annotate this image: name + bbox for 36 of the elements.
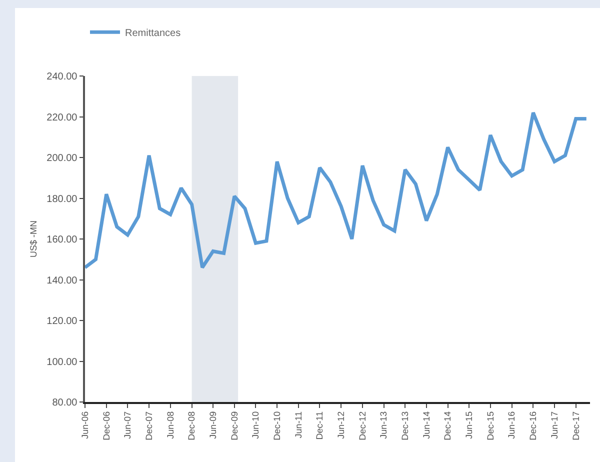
x-tick-label: Dec-17 bbox=[570, 411, 581, 440]
x-tick-label: Jun-10 bbox=[250, 411, 261, 439]
x-tick-label: Jun-16 bbox=[506, 411, 517, 439]
x-tick-label: Jun-09 bbox=[208, 411, 218, 439]
x-tick-label: Dec-08 bbox=[186, 411, 197, 440]
x-tick-label: Jun-13 bbox=[378, 411, 389, 439]
y-tick-label: 200.00 bbox=[46, 153, 78, 164]
x-tick-label: Dec-09 bbox=[229, 411, 240, 440]
x-tick-label: Dec-10 bbox=[272, 411, 282, 440]
y-tick-label: 140.00 bbox=[46, 275, 78, 286]
x-tick-label: Jun-11 bbox=[293, 411, 304, 438]
x-tick-label: Dec-15 bbox=[485, 411, 496, 440]
x-tick-label: Dec-13 bbox=[400, 411, 410, 440]
y-tick-label: 240.00 bbox=[46, 72, 78, 82]
legend-label: Remittances bbox=[125, 28, 181, 40]
x-tick-label: Jun-17 bbox=[549, 411, 560, 439]
y-tick-label: 220.00 bbox=[46, 112, 78, 124]
x-tick-label: Jun-06 bbox=[80, 411, 90, 439]
x-tick-label: Jun-15 bbox=[464, 411, 474, 439]
x-tick-label: Dec-12 bbox=[357, 411, 368, 440]
y-tick-label: 80.00 bbox=[52, 398, 78, 408]
x-tick-label: Dec-11 bbox=[314, 411, 325, 440]
y-tick-label: 160.00 bbox=[46, 234, 78, 246]
line-series bbox=[85, 110, 588, 270]
x-tick-label: Dec-14 bbox=[442, 411, 453, 440]
x-tick-label: Dec-16 bbox=[528, 411, 538, 440]
x-tick-label: Jun-14 bbox=[421, 411, 432, 439]
y-tick-label: 180.00 bbox=[46, 194, 78, 205]
x-tick-label: Dec-06 bbox=[101, 411, 112, 440]
y-tick-label: 100.00 bbox=[46, 356, 78, 368]
x-tick-label: Jun-07 bbox=[122, 411, 133, 439]
x-tick-label: Jun-12 bbox=[336, 411, 346, 439]
x-tick-label: Dec-07 bbox=[144, 411, 154, 440]
y-tick-label: 120.00 bbox=[46, 316, 78, 327]
x-tick-label: Jun-08 bbox=[165, 411, 176, 439]
y-axis-title: US$ -MN bbox=[28, 220, 39, 258]
